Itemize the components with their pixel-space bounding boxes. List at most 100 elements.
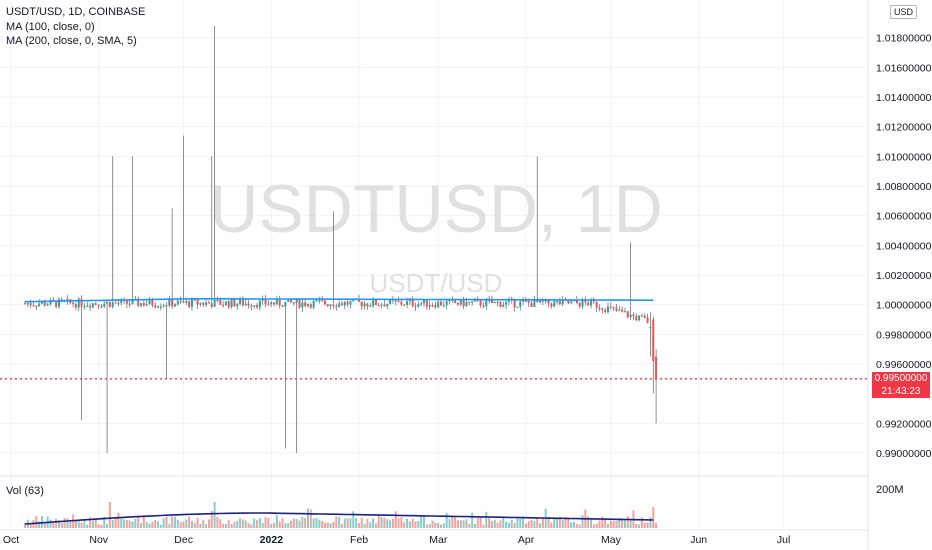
volume-bar: [244, 520, 247, 528]
candle-body: [239, 299, 242, 304]
candle-body: [485, 299, 488, 307]
volume-legend[interactable]: Vol (63): [6, 485, 44, 497]
volume-bar: [643, 522, 646, 528]
volume-bar: [318, 519, 321, 528]
candle-body: [513, 298, 516, 308]
candle-body: [230, 299, 233, 308]
symbol-legend[interactable]: USDT/USD, 1D, COINBASE: [6, 6, 146, 18]
candle-body: [340, 303, 343, 306]
candle-body: [261, 299, 264, 301]
ma100-legend[interactable]: MA (100, close, 0): [6, 21, 95, 33]
volume-bar: [527, 520, 530, 528]
volume-bar: [366, 518, 369, 528]
candle-body: [171, 299, 174, 307]
candle-body: [558, 301, 561, 305]
volume-bar: [205, 524, 208, 528]
candle-body: [414, 306, 417, 308]
volume-bar: [570, 522, 573, 528]
candle-body: [108, 301, 111, 307]
volume-bar: [213, 502, 216, 528]
volume-bar: [541, 517, 544, 528]
candle-body: [83, 306, 86, 308]
candle-body: [604, 310, 607, 313]
volume-bar: [52, 522, 55, 528]
volume-bar: [609, 520, 612, 528]
volume-bar: [140, 523, 143, 528]
volume-bar: [471, 512, 474, 528]
volume-bar: [267, 517, 270, 528]
volume-bar: [490, 520, 493, 528]
volume-bar: [97, 524, 100, 528]
time-tick: Feb: [350, 534, 368, 546]
volume-bar: [377, 514, 380, 528]
volume-bar: [210, 510, 213, 528]
candle-body: [273, 302, 276, 305]
candle-body: [151, 299, 154, 306]
candle-body: [148, 299, 151, 305]
candle-body: [168, 299, 171, 306]
candle-body: [408, 300, 411, 302]
candle-body: [120, 299, 123, 304]
volume-bar: [323, 522, 326, 528]
candle-body: [137, 298, 140, 306]
volume-bar: [646, 522, 649, 528]
volume-bar: [66, 518, 69, 528]
volume-bar: [193, 522, 196, 528]
candle-body: [236, 303, 239, 307]
candle-body: [26, 303, 29, 305]
candle-body: [49, 299, 52, 305]
time-tick: Jul: [777, 534, 790, 546]
candle-body: [38, 303, 41, 307]
candle-body: [623, 311, 626, 313]
volume-bar: [355, 517, 358, 528]
watermark-main: USDTUSD, 1D: [209, 171, 662, 247]
candle-body: [363, 303, 366, 307]
candle-body: [473, 299, 476, 302]
volume-bar: [309, 509, 312, 528]
volume-bar: [343, 518, 346, 528]
time-tick: 2022: [260, 534, 284, 546]
candle-body: [533, 299, 536, 307]
ma200-legend[interactable]: MA (200, close, 0, SMA, 5): [6, 35, 137, 47]
candle-body: [332, 304, 335, 307]
volume-bar: [270, 524, 273, 528]
candle-body: [366, 303, 369, 307]
candle-body: [640, 315, 643, 317]
time-tick: Oct: [3, 534, 19, 546]
candle-body: [329, 304, 332, 307]
candle-body: [556, 301, 559, 303]
currency-badge[interactable]: USD: [890, 5, 918, 19]
volume-bar: [502, 517, 505, 528]
candle-body: [578, 302, 581, 307]
volume-bar: [346, 518, 349, 528]
volume-bar: [539, 523, 542, 528]
volume-bar: [454, 517, 457, 528]
watermark: USDTUSD, 1D USDT/USD: [209, 171, 662, 298]
volume-bar: [516, 518, 519, 528]
ma100-line: [24, 297, 654, 303]
volume-bar: [128, 520, 131, 528]
candle-body: [179, 300, 182, 302]
candle-body: [652, 319, 655, 362]
volume-bar: [103, 516, 106, 528]
candle-body: [403, 304, 406, 306]
candle-body: [40, 301, 43, 304]
volume-bar: [298, 520, 301, 528]
candle-body: [128, 303, 131, 305]
candle-body: [406, 301, 409, 306]
price-tick: 1.01200000: [876, 122, 932, 134]
candle-body: [182, 301, 185, 303]
volume-bar: [505, 521, 508, 528]
volume-bar: [91, 520, 94, 528]
candle-body: [442, 305, 445, 307]
candle-body: [307, 304, 309, 307]
candle-body: [590, 299, 592, 306]
volume-bar: [256, 520, 259, 528]
candle-body: [649, 326, 652, 329]
volume-bar: [581, 515, 584, 528]
candle-body: [157, 306, 160, 308]
candle-body: [100, 306, 103, 308]
candle-body: [372, 299, 375, 306]
candle-body: [411, 300, 414, 307]
